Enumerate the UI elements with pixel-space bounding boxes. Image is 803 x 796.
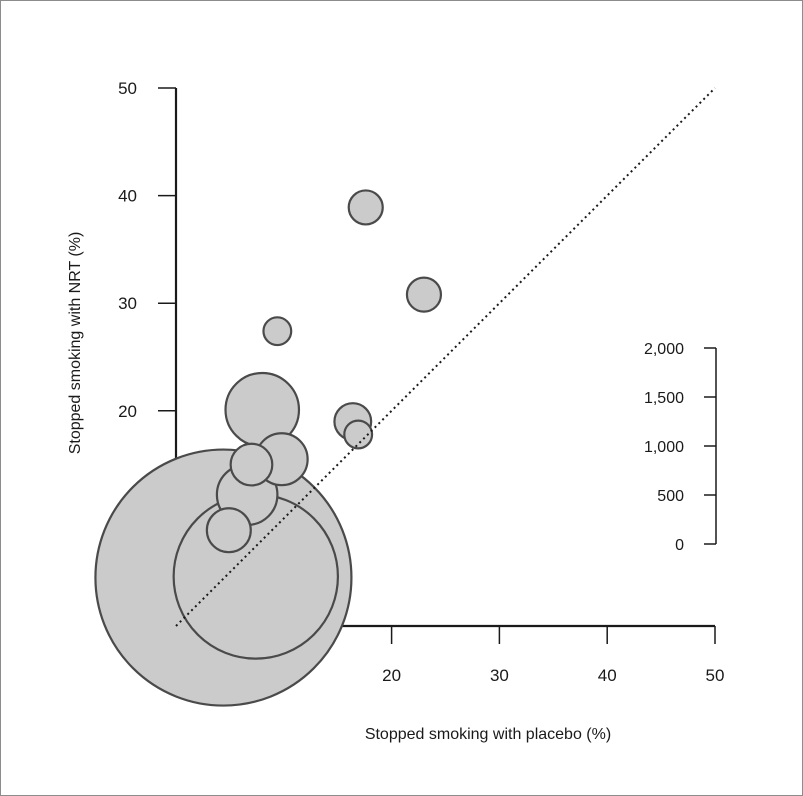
size-scale-label: 0: [675, 537, 684, 554]
x-tick-label: 40: [598, 666, 617, 685]
size-scale-label: 2,000: [644, 341, 684, 358]
y-axis-label: Stopped smoking with NRT (%): [67, 232, 84, 455]
x-tick-label: 30: [490, 666, 509, 685]
data-point: [205, 507, 252, 554]
reference-line: [175, 87, 716, 627]
data-point: [347, 189, 384, 226]
y-tick-label: 50: [118, 79, 137, 98]
y-tick-label: 30: [118, 294, 137, 313]
size-legend: 2,000 1,500 1,000 500 0: [644, 341, 717, 554]
y-tick-label: 40: [118, 187, 137, 206]
y-tick-label: 20: [118, 402, 137, 421]
size-scale-label: 1,500: [644, 390, 684, 407]
size-scale-label: 1,000: [644, 439, 684, 456]
data-point: [229, 442, 274, 487]
x-tick-label: 20: [382, 666, 401, 685]
identity-line: [175, 87, 716, 627]
x-tick-label: 50: [706, 666, 725, 685]
axis-labels: Stopped smoking with placebo (%) Stopped…: [67, 232, 611, 743]
data-points: [94, 189, 443, 707]
x-axis-label: Stopped smoking with placebo (%): [365, 726, 611, 743]
data-point: [343, 419, 374, 450]
data-point: [262, 316, 293, 347]
data-point: [405, 276, 443, 313]
size-scale-label: 500: [657, 488, 684, 505]
